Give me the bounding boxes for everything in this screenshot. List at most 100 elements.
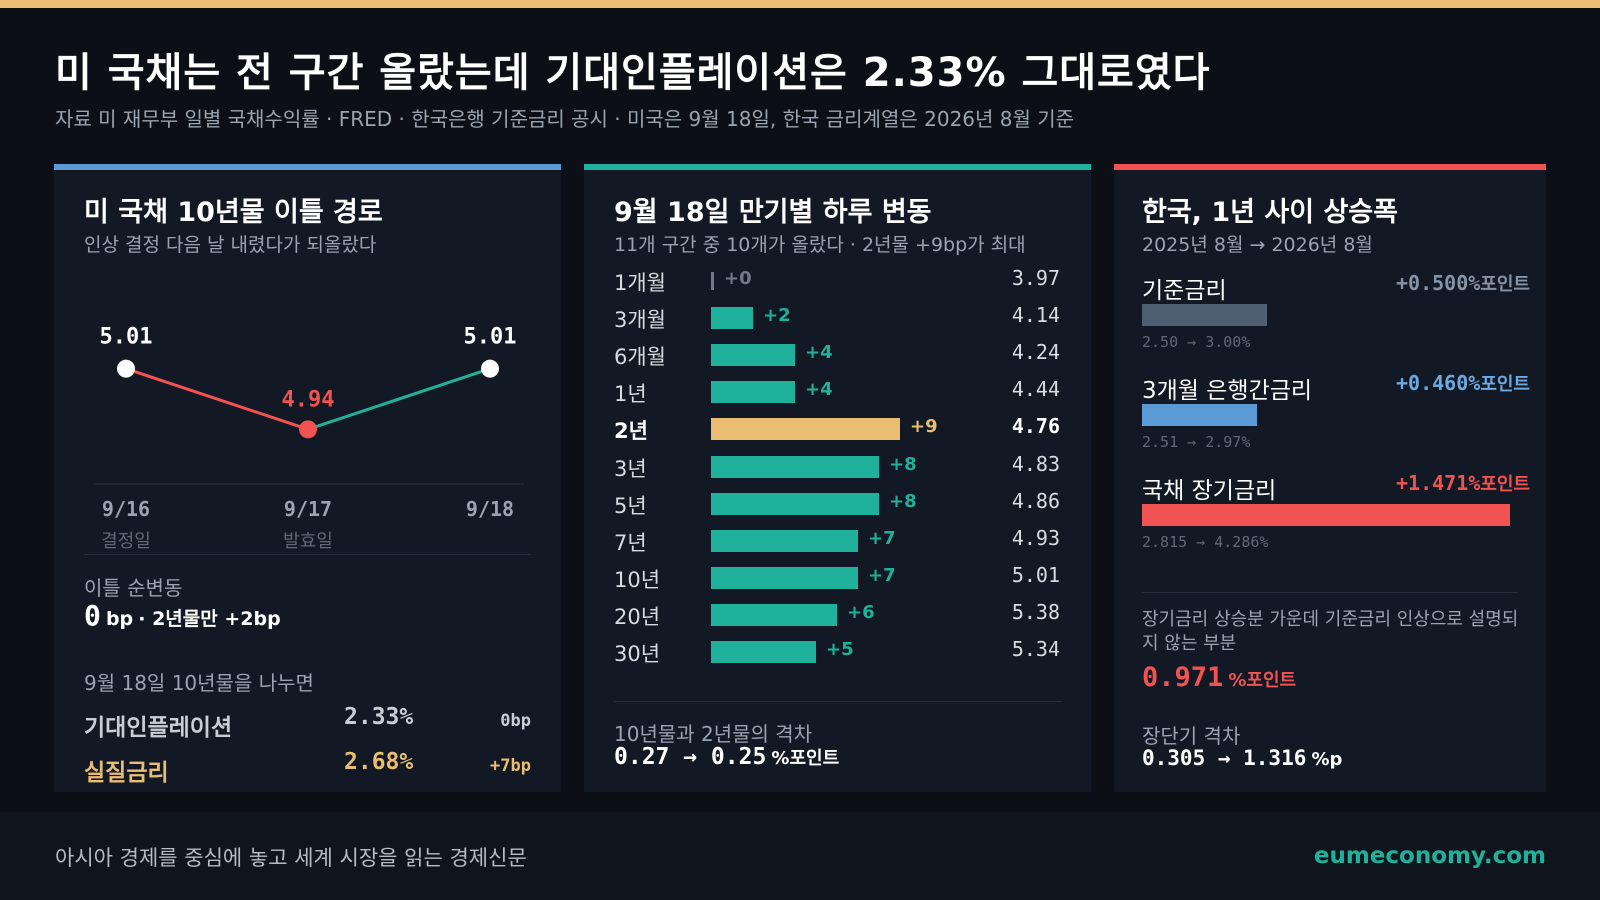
split-label: 9월 18일 10년물을 나누면 [84,671,314,695]
bar-delta-label: +5 [826,639,854,660]
korea-rate-change: +0.500%포인트 [1396,271,1530,295]
yield-level: 4.24 [1011,340,1060,365]
korea-rate-label: 국채 장기금리 [1142,478,1277,504]
maturity-label: 20년 [614,604,661,629]
data-point [117,359,135,378]
maturity-label: 30년 [614,642,661,666]
net-change: 0 bp · 2년물만 +2bp [84,599,281,632]
bar-10년 [711,566,858,589]
page-title: 미 국채는 전 구간 올랐는데 기대인플레이션은 2.33% 그대로였다 [55,50,1211,96]
bar-delta-label: +7 [868,564,896,586]
line-chart: 5.01 9/16 결정일 4.94 9/17 발효일 5.01 9/18 [94,325,524,552]
maturity-label: 10년 [614,567,661,592]
net-change-label: 이틀 순변동 [84,576,183,600]
unexplained-unit: %포인트 [1228,670,1297,691]
korea-rate-range: 2.815 → 4.286% [1142,533,1269,551]
maturity-label: 7년 [614,530,647,555]
yield-level: 5.01 [1011,562,1060,587]
gap-label: 10년물과 2년물의 격차 [614,722,813,746]
page-subtitle: 자료 미 재무부 일별 국채수익률 · FRED · 한국은행 기준금리 공시 … [55,107,1075,131]
korea-rate-unit: 포인트 [1480,274,1530,295]
bar-delta-label: +2 [763,305,791,327]
maturity-label: 3년 [614,456,647,481]
split-row-label: 기대인플레이션 [84,715,233,741]
split-row-label: 실질금리 [84,760,169,786]
spread-label: 장단기 격차 [1142,724,1241,748]
footer [0,812,1600,900]
footer-tagline: 아시아 경제를 중심에 놓고 세계 시장을 읽는 경제신문 [55,846,527,870]
panel-subtitle: 2025년 8월 → 2026년 8월 [1142,234,1373,256]
korea-rate-bar [1142,404,1258,426]
panel-10y-path: 미 국채 10년물 이틀 경로 인상 결정 다음 날 내렸다가 되올랐다 5.0… [54,164,561,792]
bar-delta-label: +8 [889,490,917,512]
maturity-label: 6개월 [614,345,667,370]
bar-delta-label: +6 [847,601,875,623]
panel-title: 미 국채 10년물 이틀 경로 [84,197,383,228]
divider [614,701,1061,702]
panel-accent [54,164,561,170]
x-tick-label: 9/16 [102,497,150,521]
gap-value: 0.27 → 0.25 [614,744,767,770]
data-point [299,420,317,439]
maturity-label: 1개월 [614,271,667,295]
korea-rate-label: 기준금리 [1142,278,1227,304]
data-label: 5.01 [464,325,517,350]
bar-delta-label: +4 [805,379,833,401]
maturity-label: 5년 [614,493,647,518]
data-label: 5.01 [100,325,153,350]
bar-delta-label: +8 [889,453,917,475]
footer-site-link[interactable]: eumeconomy.com [1313,843,1546,869]
unexplained: 0.971 %포인트 [1142,662,1296,693]
korea-rate-unit: 포인트 [1480,374,1530,395]
korea-rate-range: 2.50 → 3.00% [1142,333,1251,351]
bar-3개월 [711,307,753,330]
bar-20년 [711,603,837,626]
x-tick-label: 9/18 [466,497,514,521]
yield-level: 4.83 [1011,451,1060,476]
bar-5년 [711,492,879,515]
net-change-value: 0 [84,599,101,632]
net-change-note: · 2년물만 +2bp [138,608,281,630]
maturity-label: 1년 [614,382,647,407]
yield-level: 3.97 [1011,266,1060,290]
bar-30년 [711,641,816,663]
panel-subtitle: 인상 결정 다음 날 내렸다가 되올랐다 [84,234,377,256]
yield-level: 4.86 [1011,488,1060,513]
split-row-change: +7bp [490,756,531,776]
korea-rate-label: 3개월 은행간금리 [1142,378,1313,404]
yield-level: 5.38 [1011,599,1060,624]
yield-level: 4.93 [1011,525,1060,550]
x-tick-label: 9/17 [284,497,332,521]
bar-delta-label: +9 [910,416,938,438]
korea-rate-change: +1.471%포인트 [1396,471,1530,495]
top-accent-bar [0,0,1600,8]
bar-7년 [711,529,858,552]
bar-delta-label: +4 [805,342,833,364]
gap-unit: %포인트 [771,748,840,769]
divider [1142,592,1518,593]
panel-subtitle: 11개 구간 중 10개가 올랐다 · 2년물 +9bp가 최대 [614,234,1026,256]
korea-rate-bar [1142,304,1268,326]
spread-unit: %p [1311,749,1343,770]
korea-rate-bar [1142,504,1510,526]
maturity-label: 2년 [614,419,648,444]
maturity-label: 3개월 [614,308,667,333]
panel-maturity-changes: 9월 18일 만기별 하루 변동 11개 구간 중 10개가 올랐다 · 2년물… [584,164,1091,792]
yield-level: 4.14 [1011,303,1060,328]
data-label: 4.94 [282,387,335,412]
korea-rate-unit: 포인트 [1480,474,1530,495]
bar-1년 [711,381,795,404]
bar-6개월 [711,344,795,367]
korea-rate-range: 2.51 → 2.97% [1142,433,1251,451]
panel-title: 한국, 1년 사이 상승폭 [1142,197,1398,228]
bar-delta-label: +7 [868,527,896,549]
x-tick-sublabel: 결정일 [101,531,151,552]
series-segment-up [307,367,491,431]
yield-level: 4.76 [1011,414,1060,439]
bar-zero-tick [711,272,714,290]
korea-rate-change: +0.460%포인트 [1396,371,1530,395]
bar-delta-label: +0 [724,268,752,289]
yield-level: 5.34 [1011,637,1060,661]
data-point [481,359,499,378]
bar-2년 [711,418,900,441]
